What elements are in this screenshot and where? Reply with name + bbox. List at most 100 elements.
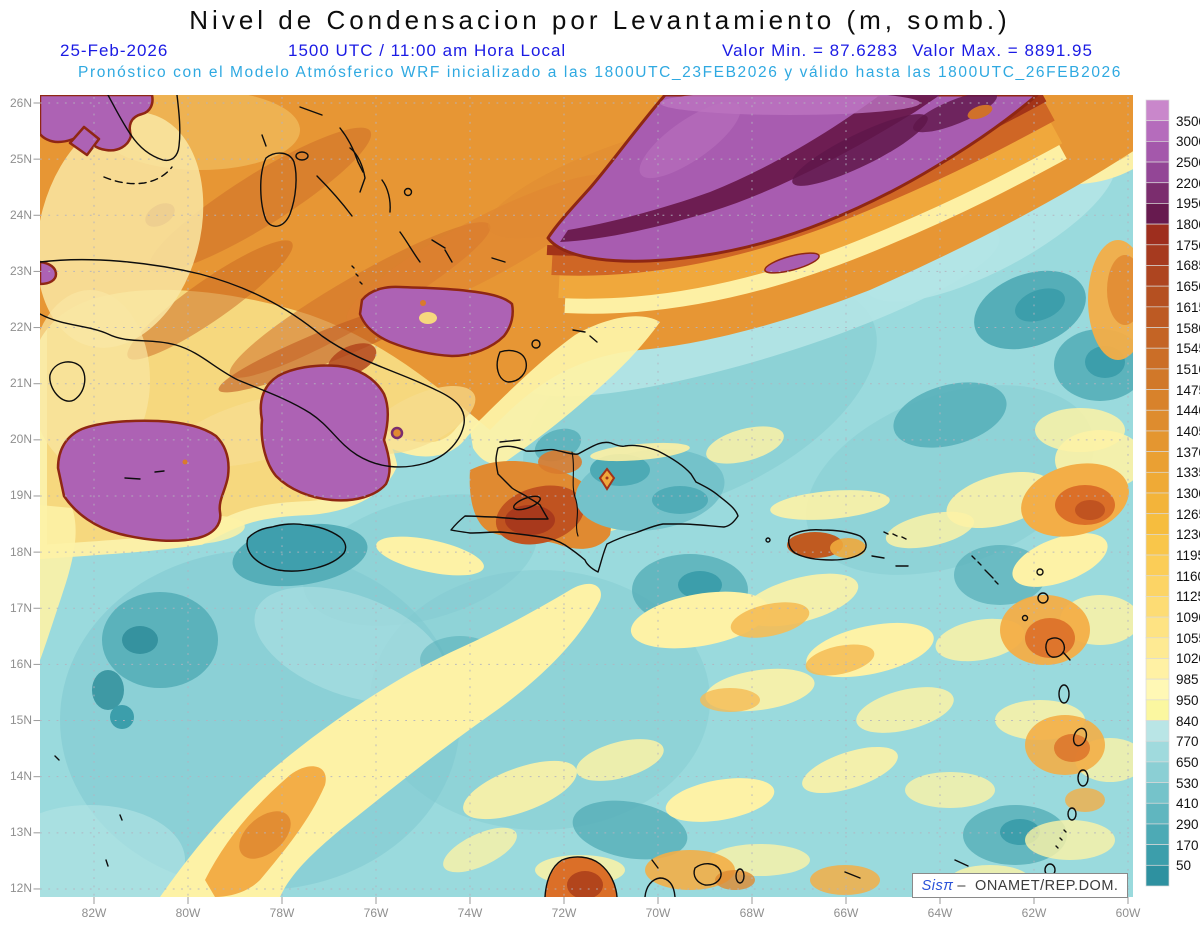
colorbar-label: 985 [1176, 672, 1199, 688]
coast-martinique [1072, 727, 1088, 747]
colorbar-cell [1145, 203, 1170, 225]
colorbar-cell [1145, 534, 1170, 556]
colorbar-label: 1335 [1176, 465, 1200, 481]
colorbar-label: 1750 [1176, 237, 1200, 253]
coast-grenadines [1055, 829, 1067, 849]
x-axis-label: 68W [739, 906, 765, 920]
colorbar-label: 1545 [1176, 341, 1200, 357]
colorbar-label: 3000 [1176, 134, 1200, 150]
colorbar-cell [1145, 451, 1170, 473]
colorbar-label: 1685 [1176, 258, 1200, 274]
coast-cuba [40, 258, 465, 468]
coast-mayaguana [491, 257, 506, 263]
coast-turks-caicos [572, 329, 598, 343]
colorbar-cell [1145, 554, 1170, 577]
value-min: Valor Min. = 87.6283 [722, 41, 899, 60]
coast-guajira [544, 856, 618, 897]
map-canvas [40, 95, 1133, 897]
y-axis-label: 13N [9, 825, 32, 840]
coast-jamaica [246, 523, 347, 572]
colorbar-cell [1145, 802, 1170, 825]
coastlines [40, 95, 1089, 897]
coast-st-vincent [1067, 807, 1077, 821]
colorbar-label: 1230 [1176, 527, 1200, 543]
coast-exumas [316, 175, 353, 217]
coast-little-inagua [531, 339, 541, 349]
colorbar-label: 2500 [1176, 155, 1200, 171]
page-title: Nivel de Condensacion por Levantamiento … [189, 5, 1011, 35]
valid-date: 25-Feb-2026 [60, 41, 169, 60]
colorbar-label: 1615 [1176, 299, 1200, 315]
x-axis-label: 76W [363, 906, 389, 920]
colorbar-label: 1405 [1176, 423, 1200, 439]
coast-montserrat [1021, 614, 1029, 622]
coast-florida-keys [103, 166, 173, 185]
colorbar-label: 290 [1176, 816, 1199, 832]
colorbar-label: 1265 [1176, 506, 1200, 522]
y-axis-label: 19N [9, 488, 32, 503]
colorbar-label: 650 [1176, 754, 1199, 770]
coast-dominica [1058, 684, 1070, 704]
colorbar-cell [1145, 637, 1170, 659]
y-axis-label: 23N [9, 263, 32, 278]
colorbar-cell [1145, 265, 1170, 287]
colorbar-cell [1145, 761, 1170, 783]
coast-virgin-islands [883, 531, 907, 540]
y-axis-label: 20N [9, 432, 32, 447]
colorbar-label: 1950 [1176, 196, 1200, 212]
coast-eleuthera [349, 147, 366, 193]
marker-circle [390, 426, 404, 440]
colorbar-label: 840 [1176, 713, 1199, 729]
colorbar-label: 1650 [1176, 279, 1200, 295]
value-max: Valor Max. = 8891.95 [912, 41, 1093, 60]
coast-hispaniola [450, 441, 739, 573]
coast-tortue [499, 439, 521, 443]
coast-cayman [124, 470, 165, 480]
colorbar-label: 1800 [1176, 217, 1200, 233]
coast-andros [260, 152, 297, 227]
x-axis-label: 80W [175, 906, 201, 920]
colorbar-cell [1145, 616, 1170, 639]
meta-line: 25-Feb-2026 1500 UTC / 11:00 am Hora Loc… [0, 41, 1200, 61]
x-axis-label: 72W [551, 906, 577, 920]
x-axis-label: 60W [1115, 906, 1141, 920]
coast-abaco [339, 127, 364, 173]
watermark-text: – ONAMET/REP.DOM. [957, 877, 1119, 894]
colorbar-cell [1145, 844, 1170, 866]
grid-lines [40, 97, 1133, 897]
coast-small-cays [54, 755, 969, 879]
y-axis-label: 26N [9, 95, 32, 110]
colorbar-cell [1145, 430, 1170, 452]
watermark: Sisπ – ONAMET/REP.DOM. [912, 873, 1128, 898]
colorbar-cell [1145, 678, 1170, 701]
colorbar-cell [1145, 327, 1170, 349]
colorbar-cell [1145, 782, 1170, 804]
y-axis-label: 12N [9, 881, 32, 896]
coast-saba-st-eustatius [971, 555, 982, 566]
coast-isla-juventud [49, 361, 86, 402]
forecast-line: Pronóstico con el Modelo Atmósferico WRF… [78, 64, 1122, 81]
colorbar-label: 1090 [1176, 610, 1200, 626]
colorbar-label: 1055 [1176, 630, 1200, 646]
colorbar-label: 530 [1176, 775, 1199, 791]
watermark-brand: Sisπ [921, 877, 954, 894]
colorbar-cell [1145, 182, 1170, 204]
y-axis-label: 24N [9, 207, 32, 222]
coast-st-kitts-nevis [984, 569, 999, 585]
coast-crooked-acklins [431, 239, 453, 263]
colorbar-label: 3500 [1176, 113, 1200, 129]
x-axis-label: 78W [269, 906, 295, 920]
station-markers [390, 426, 616, 491]
colorbar-cell [1145, 347, 1170, 370]
colorbar-label: 1440 [1176, 403, 1200, 419]
coast-puerto-rico [787, 529, 867, 561]
colorbar-cell [1145, 513, 1170, 535]
y-axis-label: 14N [9, 769, 32, 784]
colorbar-cell [1145, 306, 1170, 328]
colorbar-cell [1145, 409, 1170, 432]
coast-barbuda [1036, 568, 1044, 576]
colorbar-cell [1145, 575, 1170, 597]
colorbar-label: 170 [1176, 837, 1199, 853]
coast-long-island [399, 231, 421, 263]
